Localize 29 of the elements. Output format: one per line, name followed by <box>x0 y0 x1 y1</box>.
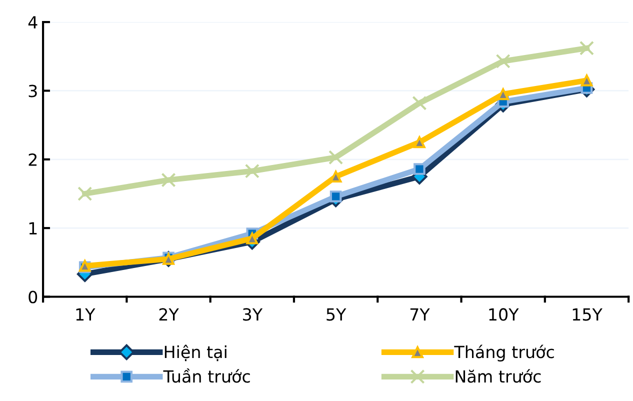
legend-label: Tháng trước <box>454 344 554 362</box>
x-tick-label: 15Y <box>572 308 602 321</box>
point <box>330 190 342 202</box>
point <box>244 164 260 178</box>
y-tick-label: 0 <box>28 290 38 304</box>
point <box>414 136 426 148</box>
x-tick-label: 3Y <box>243 308 263 321</box>
x-tick-label: 7Y <box>410 308 430 321</box>
x-tick-label: 10Y <box>489 308 519 321</box>
x-tick-label: 2Y <box>159 308 179 321</box>
y-tick-label: 1 <box>29 222 37 234</box>
point <box>78 186 92 202</box>
point <box>161 172 176 188</box>
x-tick-label: 1Y <box>76 308 96 321</box>
point <box>328 150 344 165</box>
point <box>412 96 427 110</box>
point <box>580 74 593 86</box>
point <box>414 163 426 175</box>
point <box>579 40 594 56</box>
y-tick-label: 3 <box>28 84 37 98</box>
x-tick-label: 5Y <box>326 308 346 321</box>
y-tick-label: 4 <box>28 16 38 28</box>
legend-label: Tuần trước <box>163 368 250 383</box>
point <box>497 88 510 100</box>
legend-label: Hiện tại <box>164 344 226 362</box>
point <box>246 232 258 244</box>
y-tick-label: 2 <box>28 153 37 166</box>
legend-label: Năm trước <box>456 369 541 383</box>
point <box>496 54 510 68</box>
